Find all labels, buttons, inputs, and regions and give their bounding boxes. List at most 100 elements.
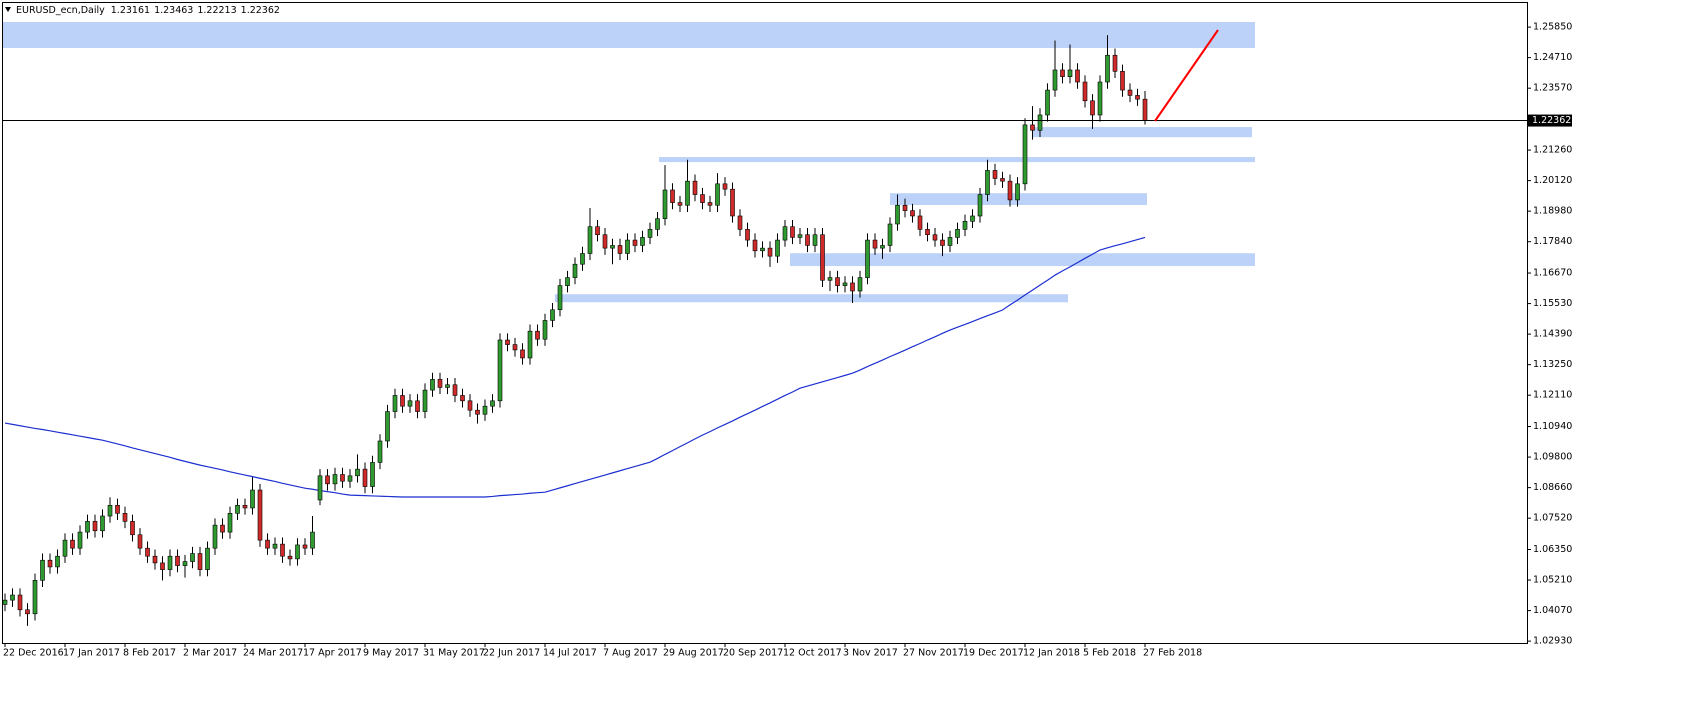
candle-body [55, 555, 60, 568]
candle-body [925, 229, 930, 236]
candle-body [842, 282, 848, 286]
candle-body [475, 409, 480, 415]
candle-body [355, 468, 360, 477]
header-triangle [5, 7, 11, 12]
candle-body [40, 559, 45, 581]
candle-body [962, 221, 968, 230]
candle-body [715, 183, 720, 206]
x-tick-label: 3 Nov 2017 [843, 648, 898, 659]
candle-body [595, 226, 600, 236]
candle-body [145, 547, 150, 557]
header: EURUSD_ecn,Daily 1.23161 1.23463 1.22213 1.2… [16, 5, 280, 16]
x-tick-label: 24 Mar 2017 [243, 648, 303, 659]
candle-body [190, 553, 195, 562]
candle-body [730, 188, 735, 217]
candle-body [790, 226, 795, 238]
candle-body [130, 521, 135, 536]
candle-body [1105, 54, 1110, 83]
candle-body [1135, 95, 1140, 100]
header-open: 1.23161 [111, 5, 150, 16]
candle-body [310, 531, 315, 549]
y-tick-label: 1.16670 [1533, 268, 1572, 279]
candle-body [1000, 178, 1005, 182]
y-tick-label: 1.17840 [1533, 236, 1572, 247]
candle-body [370, 462, 375, 487]
candle-body [865, 239, 870, 278]
candle-body [670, 189, 675, 203]
candle-body [182, 561, 188, 566]
x-tick-label: 31 May 2017 [423, 648, 485, 659]
candle-body [527, 330, 533, 359]
candle-body [775, 239, 780, 257]
moving-average [4, 236, 1146, 498]
candle-body [77, 531, 83, 549]
candle-body [1030, 124, 1035, 131]
candle-body [295, 544, 300, 560]
candle-body [490, 400, 495, 407]
candle-body [122, 513, 128, 522]
x-tick-label: 12 Jan 2018 [1023, 648, 1080, 659]
candle-body [1142, 98, 1148, 121]
candle-body [610, 245, 615, 249]
candle-body [617, 245, 623, 254]
candle-body [62, 539, 68, 557]
candle-body [745, 229, 750, 241]
candle-body [377, 440, 383, 463]
x-tick-label: 14 Jul 2017 [543, 648, 597, 659]
y-tick-label: 1.15530 [1533, 298, 1572, 309]
candle-body [707, 202, 713, 206]
candle-body [647, 229, 653, 238]
candle-body [655, 218, 660, 230]
x-tick-label: 8 Feb 2017 [123, 648, 176, 659]
trend-arrow [1154, 29, 1219, 122]
candle-body [347, 475, 353, 482]
candle-body [452, 384, 458, 396]
candle-body [482, 405, 488, 415]
candle-body [175, 555, 180, 566]
candle-body [302, 544, 308, 549]
x-tick-label: 12 Oct 2017 [783, 648, 842, 659]
header-close: 1.22362 [241, 5, 280, 16]
candle-body [497, 339, 503, 402]
candle-body [632, 239, 638, 246]
x-tick-label: 27 Nov 2017 [903, 648, 964, 659]
x-tick-label: 19 Dec 2017 [963, 648, 1024, 659]
candle-body [827, 277, 833, 281]
candle-body [767, 247, 773, 257]
candle-body [535, 330, 540, 340]
candle-body [565, 277, 570, 286]
candle-body [685, 180, 690, 206]
sr-zone [1033, 127, 1252, 138]
main-layer [2, 35, 1527, 626]
candle-body [70, 539, 75, 549]
candle-body [895, 204, 900, 225]
candle-body [1022, 124, 1028, 185]
candle-body [137, 534, 143, 549]
plot-frame [2, 2, 1528, 644]
candle-body [272, 543, 278, 549]
candle-body [542, 320, 548, 340]
candle-body [1112, 54, 1118, 72]
candle-body [1015, 183, 1020, 201]
candle-body [332, 474, 338, 485]
candle-body [107, 505, 113, 517]
y-tick-label: 1.06350 [1533, 544, 1572, 555]
candle-body [1120, 71, 1125, 91]
y-tick-label: 1.24710 [1533, 52, 1572, 63]
x-tick-label: 7 Aug 2017 [603, 648, 658, 659]
candle-body [1060, 69, 1065, 77]
candle-body [407, 400, 413, 407]
candle-body [880, 245, 885, 249]
zones-layer [3, 22, 1255, 303]
candle-body [947, 237, 953, 246]
candle-body [1037, 114, 1043, 131]
x-tick-label: 20 Sep 2017 [723, 648, 783, 659]
candle-body [872, 239, 878, 249]
candle-body [287, 555, 293, 560]
candle-body [362, 468, 368, 487]
candle-body [677, 202, 683, 206]
candle-body [1127, 89, 1133, 96]
candle-body [32, 580, 38, 615]
